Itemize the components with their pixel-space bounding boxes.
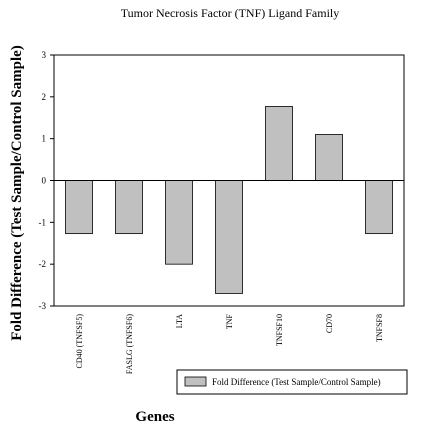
chart-title: Tumor Necrosis Factor (TNF) Ligand Famil… (121, 6, 340, 20)
bar (315, 134, 343, 181)
x-tick-label: LTA (175, 314, 184, 328)
y-tick-label: -2 (39, 259, 47, 269)
bar (215, 180, 243, 294)
x-axis-title: Genes (135, 409, 174, 425)
bar (365, 180, 393, 235)
legend-box (176, 369, 408, 395)
x-tick-label: TNFSF10 (275, 314, 284, 346)
legend-swatch (184, 376, 207, 387)
bar (165, 180, 193, 265)
y-tick-label: 0 (42, 176, 47, 186)
y-tick-label: 1 (42, 134, 47, 144)
bars-group (65, 106, 393, 294)
y-tick-label: 3 (42, 50, 47, 60)
y-axis: 3 2 1 0 -1 -2 -3 (39, 50, 54, 311)
bar (115, 180, 143, 235)
x-tick-label: CD40 (TNFSF5) (75, 314, 84, 369)
x-tick-label: TNF (225, 313, 234, 329)
x-tick-label: TNFSF8 (375, 314, 384, 342)
legend-label: Fold Difference (Test Sample/Control Sam… (212, 377, 381, 387)
x-tick-label: FASLG (TNFSF6) (125, 314, 134, 374)
y-tick-label: -3 (39, 301, 47, 311)
x-axis-category-labels: CD40 (TNFSF5) FASLG (TNFSF6) LTA TNF TNFSF10… (75, 313, 384, 374)
x-tick-label: CD70 (325, 314, 334, 333)
bar (65, 180, 93, 235)
bar (265, 106, 293, 181)
y-tick-label: -1 (39, 217, 47, 227)
y-axis-title: Fold Difference (Test Sample/Control Sam… (9, 45, 25, 341)
y-tick-label: 2 (42, 92, 47, 102)
legend: Fold Difference (Test Sample/Control Sam… (176, 369, 408, 395)
